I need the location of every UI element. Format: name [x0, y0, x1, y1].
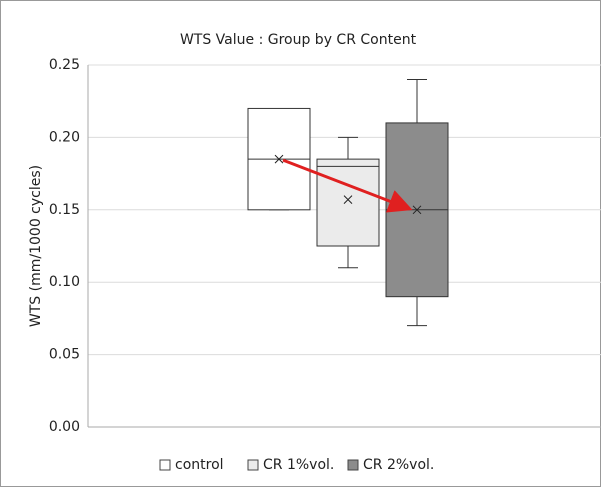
legend-label: CR 2%vol. — [363, 457, 434, 473]
y-tick-label: 0.00 — [49, 419, 80, 435]
legend-label: control — [175, 457, 224, 473]
legend-label: CR 1%vol. — [263, 457, 334, 473]
chart-title: WTS Value : Group by CR Content — [180, 32, 417, 48]
y-tick-label: 0.20 — [49, 129, 80, 145]
y-tick-label: 0.05 — [49, 347, 80, 363]
legend-swatch — [159, 459, 171, 471]
y-tick-label: 0.25 — [49, 57, 80, 73]
legend-swatch — [347, 459, 359, 471]
mean-marker — [343, 195, 353, 205]
mean-marker — [412, 205, 422, 215]
trend-arrow — [282, 158, 413, 213]
y-tick-label: 0.10 — [49, 274, 80, 290]
box — [316, 158, 380, 247]
legend-swatch — [247, 459, 259, 471]
y-axis-label: WTS (mm/1000 cycles) — [28, 165, 44, 327]
y-tick-label: 0.15 — [49, 202, 80, 218]
mean-marker — [274, 154, 284, 164]
